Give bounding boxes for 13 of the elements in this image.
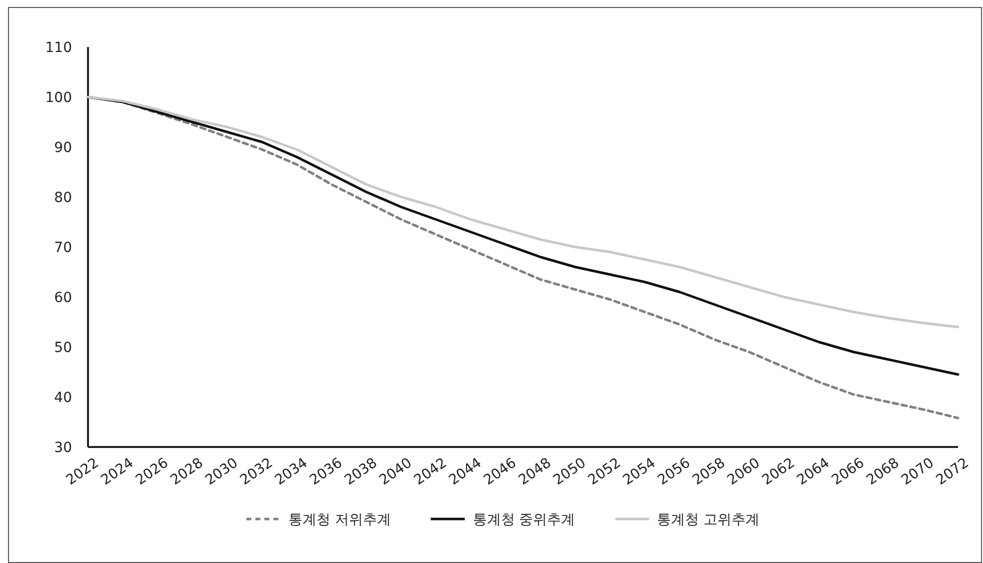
legend-label: 통계청 저위추계: [288, 512, 391, 528]
legend-label: 통계청 고위추계: [657, 512, 760, 528]
y-tick-label: 60: [54, 290, 72, 306]
y-tick-label: 50: [54, 340, 72, 356]
y-tick-label: 100: [45, 90, 72, 106]
y-tick-label: 30: [54, 440, 72, 456]
y-tick-label: 70: [54, 240, 72, 256]
legend-label: 통계청 중위추계: [472, 512, 576, 528]
line-series: [86, 96, 960, 328]
y-tick-label: 80: [54, 190, 72, 206]
y-tick-label: 90: [54, 140, 72, 156]
y-tick-label: 110: [45, 40, 72, 56]
y-tick-label: 40: [54, 390, 72, 406]
